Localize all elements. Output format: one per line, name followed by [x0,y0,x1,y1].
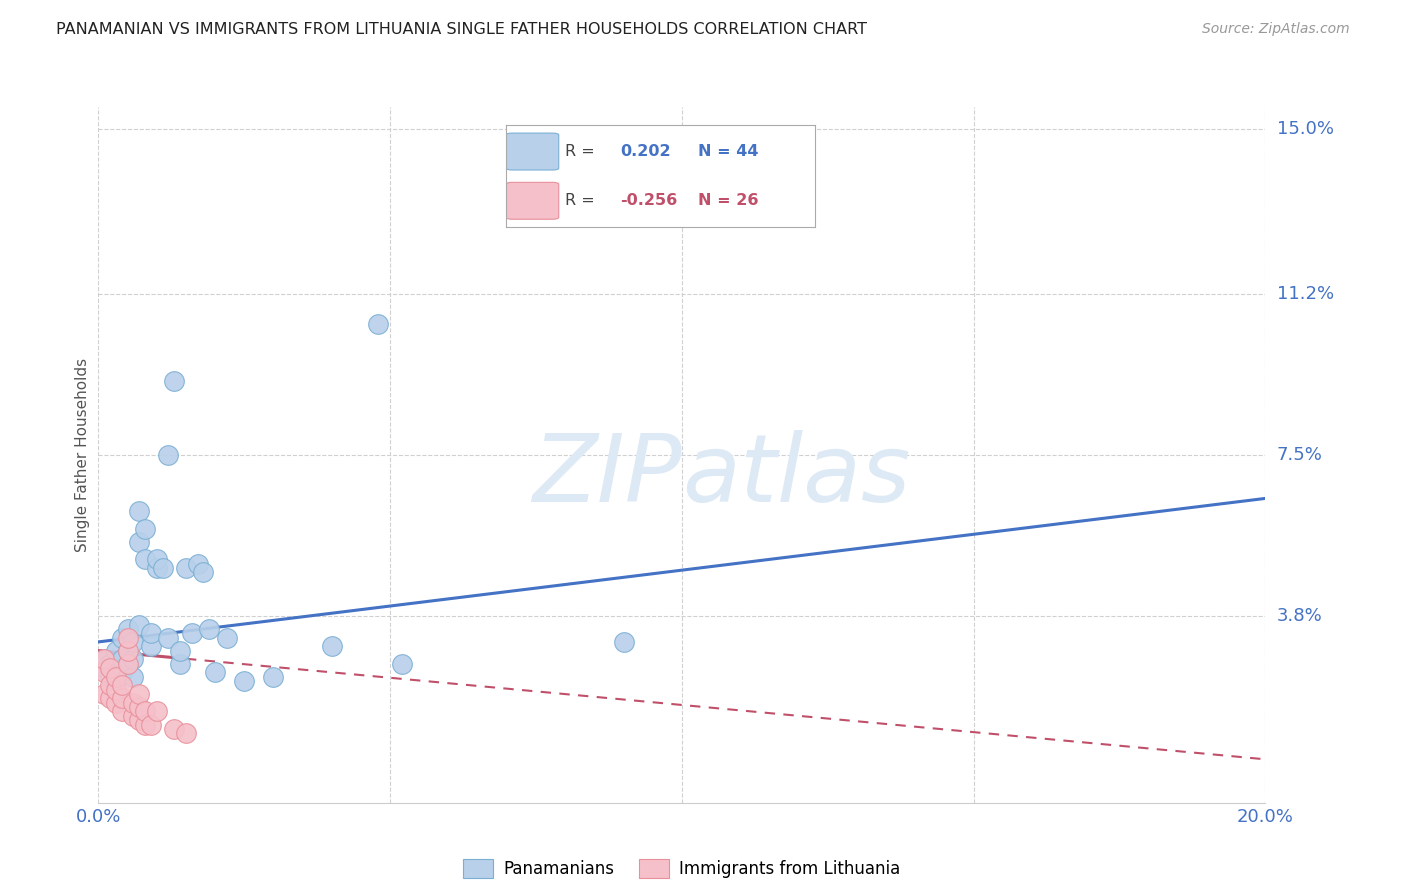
Point [111,705,134,719]
Point [93,687,115,701]
FancyBboxPatch shape [506,182,558,219]
Text: ZIP: ZIP [533,430,682,521]
Text: atlas: atlas [682,430,910,521]
Point [180,626,202,640]
Point [134,705,156,719]
Point [146,552,169,566]
Text: Source: ZipAtlas.com: Source: ZipAtlas.com [1202,22,1350,37]
Point [111,678,134,692]
Point [104,643,127,657]
Point [122,708,145,723]
Text: 11.2%: 11.2% [1277,285,1334,303]
Point [93,665,115,680]
Point [117,657,139,671]
Point [104,670,127,684]
Point [157,631,180,645]
Point [169,643,191,657]
Point [152,561,174,575]
Point [111,691,134,706]
Point [174,726,197,740]
Point [104,682,127,697]
Y-axis label: Single Father Households: Single Father Households [75,358,90,552]
Text: R =: R = [565,144,595,159]
Point [187,557,209,571]
Point [98,661,121,675]
Point [104,661,127,675]
Point [128,504,150,518]
Point [198,622,221,636]
Point [98,670,121,684]
Point [93,652,115,666]
Point [139,626,162,640]
Point [134,522,156,536]
Point [193,566,215,580]
Point [111,631,134,645]
Point [612,635,634,649]
Point [128,687,150,701]
Point [117,622,139,636]
Point [111,665,134,680]
Text: PANAMANIAN VS IMMIGRANTS FROM LITHUANIA SINGLE FATHER HOUSEHOLDS CORRELATION CHA: PANAMANIAN VS IMMIGRANTS FROM LITHUANIA … [56,22,868,37]
Text: 0.202: 0.202 [620,144,671,159]
Point [111,652,134,666]
Point [104,696,127,710]
Point [321,639,343,653]
Point [122,696,145,710]
Point [204,665,226,680]
Legend: Panamanians, Immigrants from Lithuania: Panamanians, Immigrants from Lithuania [457,853,907,885]
Point [169,657,191,671]
Point [163,374,186,388]
Point [122,670,145,684]
Point [117,657,139,671]
Point [93,652,115,666]
Point [262,670,284,684]
Point [117,643,139,657]
Point [174,561,197,575]
FancyBboxPatch shape [506,133,558,170]
Point [139,639,162,653]
Point [128,534,150,549]
Point [93,661,115,675]
Point [391,657,413,671]
Point [117,631,139,645]
Text: N = 44: N = 44 [697,144,758,159]
Point [233,674,256,689]
Text: N = 26: N = 26 [697,194,758,209]
Text: 15.0%: 15.0% [1277,120,1333,137]
Point [163,722,186,736]
Point [157,448,180,462]
Point [215,631,238,645]
Text: R =: R = [565,194,595,209]
Point [98,691,121,706]
Point [98,657,121,671]
Point [117,643,139,657]
Text: 3.8%: 3.8% [1277,607,1322,624]
Point [122,635,145,649]
Point [122,652,145,666]
Point [128,713,150,727]
Point [128,700,150,714]
Text: -0.256: -0.256 [620,194,678,209]
Point [139,717,162,731]
Point [146,705,169,719]
Text: 7.5%: 7.5% [1277,446,1323,464]
Point [146,561,169,575]
Point [98,678,121,692]
Point [128,617,150,632]
Point [104,674,127,689]
Point [134,552,156,566]
Point [134,717,156,731]
Point [367,318,389,332]
